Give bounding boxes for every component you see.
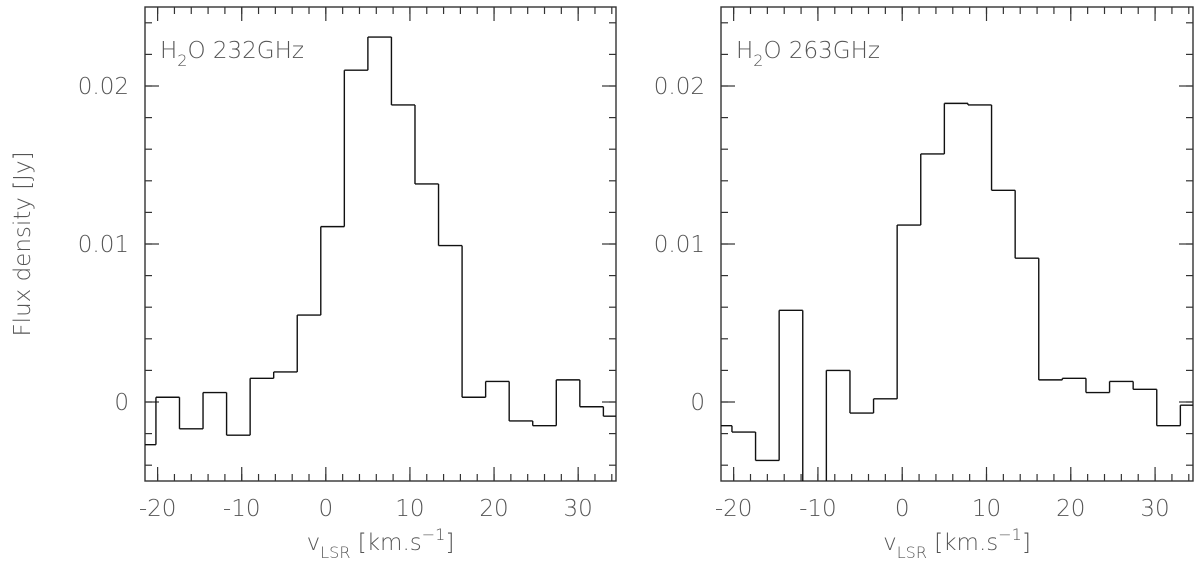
subscript: −1 bbox=[998, 525, 1022, 544]
x-tick-label: 0 bbox=[895, 496, 910, 522]
x-tick-label: 10 bbox=[972, 496, 1001, 522]
x-tick-label: 20 bbox=[1056, 496, 1085, 522]
subscript: −1 bbox=[422, 525, 446, 544]
subscript: LSR bbox=[897, 543, 927, 562]
text-part: v bbox=[883, 530, 897, 556]
y-tick-label: 0.01 bbox=[654, 232, 705, 258]
panel: -20 -10 0 10 20 30 0 0.01 0.02 H2O 232GHz vLSR [km… bbox=[10, 6, 617, 562]
x-tick-label: 30 bbox=[1140, 496, 1169, 522]
text-part: O 232GHz bbox=[187, 38, 304, 64]
x-tick-label: 20 bbox=[479, 496, 508, 522]
x-tick-label: -20 bbox=[715, 496, 753, 522]
spectrum bbox=[721, 102, 1193, 481]
y-axis-label: Flux density [Jy] bbox=[10, 151, 36, 336]
y-tick-label: 0.01 bbox=[78, 232, 129, 258]
x-tick-label: -20 bbox=[139, 496, 177, 522]
spectrum bbox=[145, 36, 616, 446]
x-axis-label: vLSR [km.s−1] bbox=[307, 525, 455, 562]
panel-title: H2O 232GHz bbox=[160, 38, 304, 70]
text-part: ] bbox=[445, 530, 454, 556]
plot-frame bbox=[144, 6, 617, 482]
x-tick-label: 0 bbox=[319, 496, 334, 522]
text-part: H bbox=[736, 38, 753, 64]
x-tick-label: 10 bbox=[395, 496, 424, 522]
text-part: O 263GHz bbox=[763, 38, 880, 64]
plot-frame bbox=[720, 6, 1194, 482]
text-part: [km.s bbox=[927, 530, 998, 556]
panel-title: H2O 263GHz bbox=[736, 38, 880, 70]
x-tick-label: 30 bbox=[564, 496, 593, 522]
y-tick-label: 0.02 bbox=[78, 74, 129, 100]
x-tick-label: -10 bbox=[223, 496, 261, 522]
x-tick-label: -10 bbox=[799, 496, 837, 522]
axes bbox=[144, 6, 617, 482]
text-part: [km.s bbox=[350, 530, 421, 556]
subscript: LSR bbox=[320, 543, 350, 562]
y-tick-label: 0 bbox=[114, 390, 129, 416]
text-part: H bbox=[160, 38, 177, 64]
y-tick-label: 0 bbox=[690, 390, 705, 416]
text-part: v bbox=[307, 530, 321, 556]
text-part: ] bbox=[1022, 530, 1031, 556]
subscript: 2 bbox=[177, 51, 187, 70]
x-axis-label: vLSR [km.s−1] bbox=[883, 525, 1031, 562]
subscript: 2 bbox=[753, 51, 763, 70]
panel: -20 -10 0 10 20 30 0 0.01 0.02 H2O 263GHz vLSR [km… bbox=[654, 6, 1194, 562]
y-tick-label: 0.02 bbox=[654, 74, 705, 100]
axes bbox=[720, 6, 1194, 482]
